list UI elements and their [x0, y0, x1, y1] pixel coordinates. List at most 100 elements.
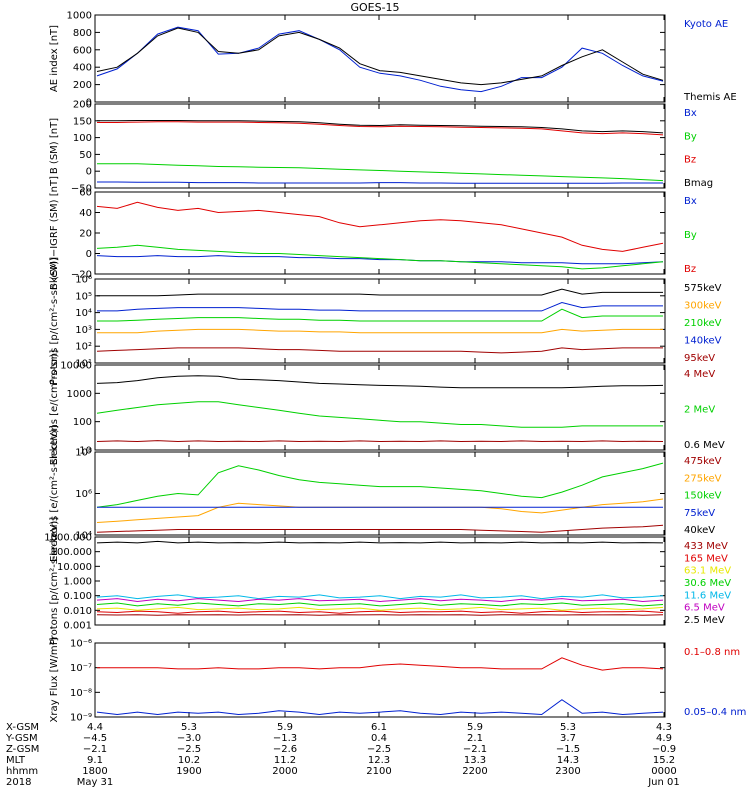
legend-label: 0.05–0.4 nm	[684, 707, 746, 718]
y-tick-label: 10000	[60, 361, 92, 372]
x-column-value: −1.5	[556, 744, 580, 755]
x-column-value: 11.2	[274, 755, 296, 766]
series-line	[97, 657, 664, 671]
y-axis-label: Xray Flux [W/m²]	[49, 637, 60, 722]
series-line	[96, 244, 664, 270]
y-tick-label: 10¹	[75, 359, 92, 370]
x-column-value: 10.2	[178, 755, 200, 766]
y-tick-label: 100	[73, 133, 92, 144]
x-column-value: 5.3	[560, 722, 576, 733]
legend-label: Bz	[684, 155, 696, 166]
y-tick-label: 200	[73, 100, 92, 111]
x-column-value: 14.3	[557, 755, 579, 766]
y-tick-label: 100	[73, 417, 92, 428]
y-axis-label: B (SM)−IGRF (SM) [nT]	[49, 176, 60, 290]
y-tick-label: 10⁵	[75, 291, 92, 302]
y-axis-label: Electrons [e/(cm²-s-sr-keV)]	[49, 425, 60, 562]
panel-frame	[94, 364, 666, 451]
panel-frame	[94, 278, 666, 364]
y-tick-label: 200	[73, 80, 92, 91]
x-column-value: 2000	[272, 766, 297, 777]
legend-label: 300keV	[684, 301, 722, 312]
legend-label: 0.1–0.8 nm	[684, 647, 740, 658]
panel-frame	[94, 191, 666, 275]
y-axis-label: AE index [nT]	[49, 25, 60, 92]
x-column-value: Jun 01	[647, 777, 680, 788]
y-tick-label: 10	[79, 446, 92, 457]
panel-4: 10¹ 10² 10³ 10⁴ 10⁵ 10⁶ Protons [p/(cm²-s-sr-k…	[49, 257, 722, 385]
series-line	[96, 699, 664, 716]
y-tick-label: 60	[79, 188, 92, 199]
series-line	[96, 201, 664, 252]
x-column-value: 12.3	[368, 755, 390, 766]
y-axis-label: B (SM) [nT]	[49, 118, 60, 174]
series-line	[96, 610, 664, 614]
panel-2: −50 0 50 100 150 200 B (SM) [nT] Bx By Bz Bmag	[49, 100, 713, 195]
legend-label: 63.1 MeV	[684, 566, 731, 577]
y-tick-label: 10⁶	[75, 489, 92, 500]
legend-label: By	[684, 230, 697, 241]
legend-label: 2.5 MeV	[684, 615, 725, 626]
legend-label: By	[684, 131, 697, 142]
x-column-value: −4.5	[83, 733, 107, 744]
x-column-value: 2200	[462, 766, 487, 777]
x-column-value: 1800	[82, 766, 107, 777]
series-line	[96, 598, 664, 603]
series-line	[96, 26, 664, 93]
legend-label: Kyoto AE	[684, 19, 728, 30]
y-tick-label: 600	[73, 45, 92, 56]
legend-label: 475keV	[684, 456, 722, 467]
legend-label: 150keV	[684, 491, 722, 502]
series-line	[97, 181, 663, 184]
panel-frame	[94, 642, 666, 718]
series-line	[96, 594, 664, 600]
legend-label: 2 MeV	[684, 405, 715, 416]
y-tick-label: 10.000	[57, 562, 92, 573]
legend-label: 4 MeV	[684, 369, 715, 380]
x-column-value: 13.3	[464, 755, 486, 766]
y-tick-label: 20	[79, 229, 92, 240]
y-tick-label: 0.100	[63, 591, 92, 602]
x-column-value: 4.3	[656, 722, 672, 733]
x-column-value: 2100	[366, 766, 391, 777]
series-line	[97, 301, 663, 312]
x-column-value: 2300	[555, 766, 580, 777]
x-column-value: 6.1	[371, 722, 387, 733]
y-tick-label: 10⁴	[75, 308, 92, 319]
x-column-value: 2.1	[467, 733, 483, 744]
legend-label: 165 MeV	[684, 553, 728, 564]
series-line	[97, 308, 663, 322]
y-tick-label: 1.000	[63, 577, 92, 588]
x-column-value: −2.1	[83, 744, 107, 755]
series-line	[96, 524, 664, 533]
y-tick-label: 100.000	[51, 547, 92, 558]
legend-label: 75keV	[684, 508, 715, 519]
panel-8: 10⁻⁹ 10⁻⁸ 10⁻⁷ 10⁻⁶ Xray Flux [W/m²] 0.1–0.8 …	[49, 637, 746, 723]
x-column-value: 1900	[176, 766, 201, 777]
legend-label: 575keV	[684, 283, 722, 294]
series-line	[96, 375, 664, 389]
series-line	[96, 347, 663, 354]
y-axis-label: Protons [p/(cm²-s-sr-keV)]	[49, 257, 60, 385]
series-line	[96, 401, 663, 428]
legend-label: 11.6 MeV	[684, 590, 731, 601]
legend-label: 6.5 MeV	[684, 603, 725, 614]
x-row-label: Y-GSM	[5, 733, 38, 744]
y-tick-label: 40	[79, 208, 92, 219]
x-row-label: hhmm	[6, 766, 38, 777]
panel-6: 10⁴ 10⁶ 10⁸ Electrons [e/(cm²-s-sr-keV)] 475…	[49, 425, 722, 562]
x-column-value: 5.3	[181, 722, 197, 733]
legend-label: Themis AE	[683, 92, 737, 103]
y-tick-label: 0	[86, 98, 92, 109]
y-tick-label: 800	[73, 28, 92, 39]
y-tick-label: 10⁻⁶	[70, 639, 92, 650]
y-tick-label: 10⁴	[75, 531, 92, 542]
panel-frame	[94, 14, 666, 103]
legend-label: Bx	[684, 196, 697, 207]
y-tick-label: 150	[73, 116, 92, 127]
y-tick-label: −50	[71, 184, 92, 195]
series-line	[97, 121, 664, 136]
x-column-value: −2.1	[463, 744, 487, 755]
y-tick-label: 0	[86, 249, 92, 260]
